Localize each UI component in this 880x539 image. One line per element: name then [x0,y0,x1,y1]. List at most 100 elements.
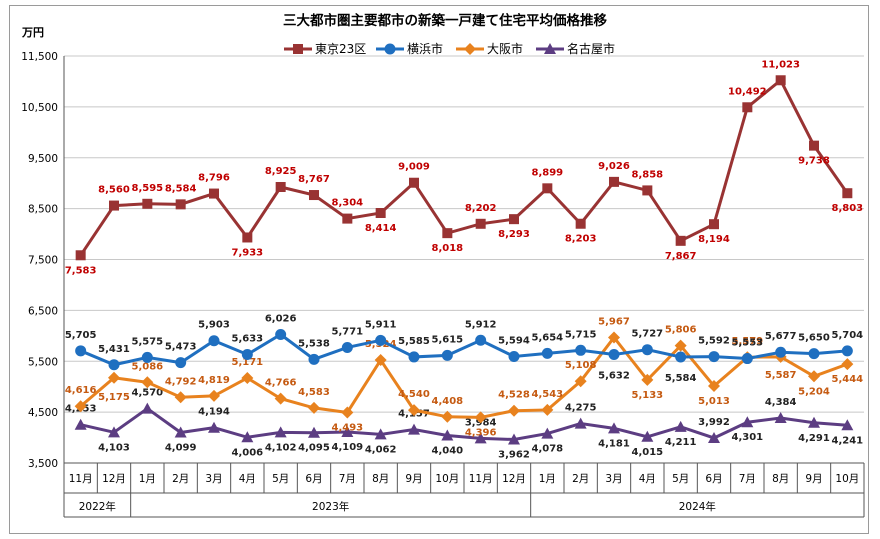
y-tick-label: 3,500 [28,458,58,470]
marker-square [309,190,319,201]
marker-diamond [574,375,587,388]
marker-circle [608,349,620,361]
year-label: 2023年 [312,500,349,513]
data-label: 8,202 [465,203,497,214]
marker-triangle [341,426,354,438]
data-label: 4,583 [298,387,330,398]
x-tick-label: 9月 [405,473,422,485]
marker-triangle [408,423,420,435]
marker-square [742,102,753,113]
data-label: 8,767 [298,174,330,185]
series-line [79,77,849,257]
marker-triangle [508,433,520,445]
legend-item: 東京23区 [284,42,366,56]
marker-circle [708,351,720,363]
x-tick-label: 12月 [502,473,526,485]
series-4: 4,2534,1034,5704,0994,1944,0064,1024,095… [65,388,863,461]
data-label: 4,194 [198,407,230,418]
x-tick-label: 1月 [539,473,556,485]
data-label: 5,704 [832,330,864,341]
marker-circle [675,351,687,363]
data-label: 5,806 [665,325,697,336]
x-axis-table: 11月 12月 1月 2月 3月 4月 5月 6月 7月 8月 9月 10月 11月 12月 1月 2月 3月 4… [63,463,865,518]
data-label: 4,062 [365,444,397,455]
data-label: 8,560 [98,185,130,196]
marker-triangle [841,419,854,431]
data-label: 4,570 [132,388,164,399]
marker-square [409,177,419,188]
legend-label: 横浜市 [407,41,443,56]
data-label: 4,211 [665,437,697,448]
data-label: 4,384 [765,397,797,408]
data-label: 5,575 [132,336,164,347]
marker-square [542,183,553,194]
marker-circle [108,359,120,371]
data-label: 4,616 [65,385,97,396]
data-label: 5,204 [798,386,830,397]
data-label: 4,103 [98,442,130,453]
y-tick-label: 7,500 [28,255,58,267]
data-label: 4,181 [598,438,630,449]
data-label: 5,431 [98,344,130,355]
data-label: 4,396 [465,427,497,438]
marker-circle [775,346,787,358]
data-label: 4,819 [198,375,230,386]
y-tick-label: 11,500 [21,51,58,63]
series-line [80,332,848,367]
data-label: 8,925 [265,166,297,177]
x-tick-label: 11月 [69,473,93,485]
data-label: 5,587 [765,370,797,381]
x-tick-label: 3月 [605,473,622,485]
data-label: 5,579 [732,336,764,347]
marker-square [642,185,653,196]
data-label: 5,171 [232,357,264,368]
x-tick-label: 5月 [272,473,289,485]
marker-diamond [308,401,320,414]
data-label: 5,650 [798,333,830,344]
y-tick-label: 10,500 [21,102,58,114]
marker-triangle [474,432,487,444]
data-label: 4,528 [498,390,530,401]
legend-label: 名古屋市 [567,41,615,56]
marker-square [275,182,286,193]
marker-diamond [274,392,287,405]
data-label: 4,291 [798,433,830,444]
marker-diamond [108,371,120,384]
data-label: 5,013 [698,396,730,407]
data-label: 7,933 [232,247,264,258]
data-label: 8,584 [165,183,197,194]
marker-square [575,218,586,229]
marker-diamond [608,331,620,344]
marker-circle [241,348,253,360]
x-tick-label: 1月 [139,473,156,485]
data-label: 7,867 [665,251,697,262]
marker-square [75,250,86,261]
marker-triangle [741,416,754,428]
x-tick-label: 7月 [339,473,356,485]
marker-triangle [174,426,187,438]
y-tick-label: 5,500 [28,356,58,368]
marker-square [293,44,303,54]
series-line [80,406,848,442]
data-label: 8,203 [565,234,597,245]
plot-area: 4,2534,1034,5704,0994,1944,0064,1024,095… [65,59,863,460]
marker-diamond [441,410,454,423]
data-label: 5,771 [332,326,364,337]
marker-triangle [308,426,320,438]
data-label: 9,026 [598,161,630,172]
data-label: 5,911 [365,319,397,330]
year-label: 2022年 [79,500,116,513]
marker-diamond [241,371,254,384]
data-label: 4,015 [632,447,664,458]
marker-diamond [141,376,154,389]
marker-square [609,176,619,187]
marker-square [242,232,253,243]
data-label: 11,023 [761,59,800,70]
legend-item: 名古屋市 [536,41,615,56]
marker-triangle [108,426,120,438]
marker-diamond [174,391,187,404]
data-label: 5,615 [432,334,464,345]
data-label: 4,241 [832,435,864,446]
x-tick-label: 2月 [172,473,189,485]
marker-diamond [841,358,854,371]
